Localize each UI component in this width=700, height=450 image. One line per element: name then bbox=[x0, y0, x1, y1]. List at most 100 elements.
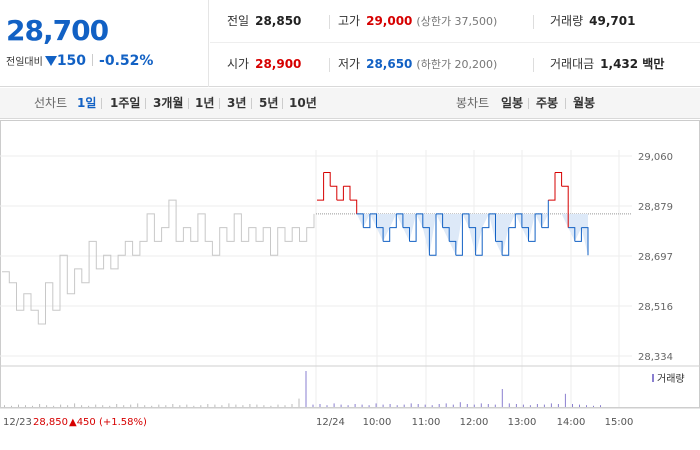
divider bbox=[533, 15, 534, 29]
today-price-segment bbox=[343, 185, 351, 201]
today-price-segment bbox=[528, 213, 536, 242]
candle-weekly[interactable]: 주봉 bbox=[536, 96, 559, 110]
chart-grid bbox=[0, 120, 700, 409]
today-price-segment bbox=[402, 227, 410, 242]
period-5y[interactable]: 5년 bbox=[259, 96, 279, 110]
open-value: 28,900 bbox=[255, 57, 302, 71]
today-price-segment bbox=[508, 213, 516, 229]
x-tick-label: 12/24 bbox=[316, 417, 345, 428]
current-price: 28,700 bbox=[6, 14, 109, 47]
volume-bar bbox=[4, 405, 5, 407]
volume-bar bbox=[123, 405, 125, 407]
volume-bar bbox=[305, 371, 307, 407]
volume-bar bbox=[67, 405, 69, 407]
period-1y[interactable]: 1년 bbox=[195, 96, 215, 110]
today-price-segment bbox=[363, 213, 371, 229]
volume-bar bbox=[74, 403, 76, 407]
period-1w[interactable]: 1주일 bbox=[110, 96, 141, 110]
divider bbox=[533, 58, 534, 72]
volume-bar bbox=[494, 404, 496, 407]
volume-bar bbox=[158, 404, 160, 407]
change-label: 전일대비 bbox=[6, 57, 43, 68]
volume-bar bbox=[572, 404, 573, 407]
volume-bar bbox=[151, 405, 153, 407]
divider bbox=[329, 15, 330, 29]
chart-border bbox=[0, 120, 700, 408]
today-price-segment bbox=[436, 213, 444, 228]
volume-bar bbox=[46, 405, 48, 407]
volume-bar bbox=[25, 405, 26, 407]
today-price-segment bbox=[383, 227, 391, 242]
volume-bar bbox=[424, 404, 426, 407]
volume-bar bbox=[403, 404, 405, 407]
volume-bar bbox=[319, 404, 321, 407]
volume-bar bbox=[417, 404, 419, 407]
volume-bar bbox=[179, 405, 181, 407]
volume-bar bbox=[11, 405, 12, 407]
divider bbox=[92, 54, 94, 66]
today-price-segment bbox=[323, 172, 331, 187]
today-price-segment bbox=[502, 227, 510, 256]
open-label: 시가 bbox=[227, 57, 250, 71]
volume-bar bbox=[586, 405, 587, 407]
x-tick-label: 12:00 bbox=[460, 417, 489, 428]
x-tick-label: 14:00 bbox=[557, 417, 586, 428]
today-price-segment bbox=[515, 213, 523, 228]
x-tick-label: 10:00 bbox=[363, 417, 392, 428]
volume-bar bbox=[214, 404, 216, 407]
today-price-segment bbox=[488, 213, 496, 242]
period-3m[interactable]: 3개월 bbox=[153, 96, 184, 110]
volume-bar bbox=[235, 404, 237, 407]
today-price-segment bbox=[561, 185, 569, 228]
divider bbox=[251, 98, 252, 109]
price-chart: 29,060 28,879 28,697 28,516 28,334 12/24 10:0… bbox=[0, 120, 700, 428]
y-axis-labels: 29,060 28,879 28,697 28,516 28,334 bbox=[638, 152, 673, 363]
prev-day-summary: 12/23 28,850 ▲450 (+1.58%) bbox=[3, 417, 147, 428]
x-tick-label: 15:00 bbox=[605, 417, 634, 428]
today-price-segment bbox=[541, 200, 549, 229]
volume-bar bbox=[60, 404, 62, 407]
reference-fill bbox=[317, 213, 588, 256]
today-price-segment bbox=[317, 172, 325, 201]
low-cell: 저가 28,650 (하한가 20,200) bbox=[338, 43, 497, 86]
divider bbox=[329, 58, 330, 72]
today-price-segment bbox=[396, 213, 404, 228]
volume-bar bbox=[81, 405, 83, 407]
candle-daily[interactable]: 일봉 bbox=[501, 96, 524, 110]
divider bbox=[528, 98, 529, 109]
volume-bar bbox=[487, 404, 489, 407]
volume-bar bbox=[263, 405, 265, 407]
today-price-segment bbox=[574, 227, 582, 242]
volume-bar bbox=[284, 405, 286, 407]
volume-bar bbox=[186, 404, 188, 407]
divider bbox=[145, 98, 146, 109]
volume-bar bbox=[550, 403, 552, 407]
volume-bars bbox=[4, 371, 601, 407]
today-price-segment bbox=[455, 213, 463, 256]
today-price-segment bbox=[356, 213, 364, 228]
volume-bar bbox=[137, 403, 139, 407]
price-lines bbox=[2, 172, 589, 325]
volume-bar bbox=[256, 404, 258, 407]
prev-close-label: 전일 bbox=[227, 14, 250, 28]
change-rate: -0.52% bbox=[99, 53, 154, 69]
volume-bar bbox=[410, 403, 412, 407]
period-selector-bar: 선차트 1일 1주일 3개월 1년 3년 5년 10년 봉차트 일봉 주봉 월봉 bbox=[0, 88, 700, 119]
line-chart-title: 선차트 bbox=[34, 96, 68, 110]
x-tick-label: 11:00 bbox=[412, 417, 441, 428]
period-10y[interactable]: 10년 bbox=[289, 96, 317, 110]
volume-bar bbox=[466, 404, 468, 407]
today-price-segment bbox=[581, 227, 589, 256]
today-price-segment bbox=[336, 186, 344, 201]
volume-bar bbox=[522, 404, 524, 407]
candle-monthly[interactable]: 월봉 bbox=[573, 96, 596, 110]
volume-bar bbox=[88, 405, 90, 407]
divider bbox=[101, 98, 102, 109]
open-cell: 시가 28,900 bbox=[227, 43, 301, 86]
amount-value: 1,432 백만 bbox=[600, 57, 665, 71]
high-value: 29,000 bbox=[366, 14, 413, 28]
lower-limit: (하한가 20,200) bbox=[416, 58, 498, 71]
period-1d[interactable]: 1일 bbox=[77, 96, 97, 110]
volume-label: 거래량 bbox=[550, 14, 584, 28]
period-3y[interactable]: 3년 bbox=[227, 96, 247, 110]
